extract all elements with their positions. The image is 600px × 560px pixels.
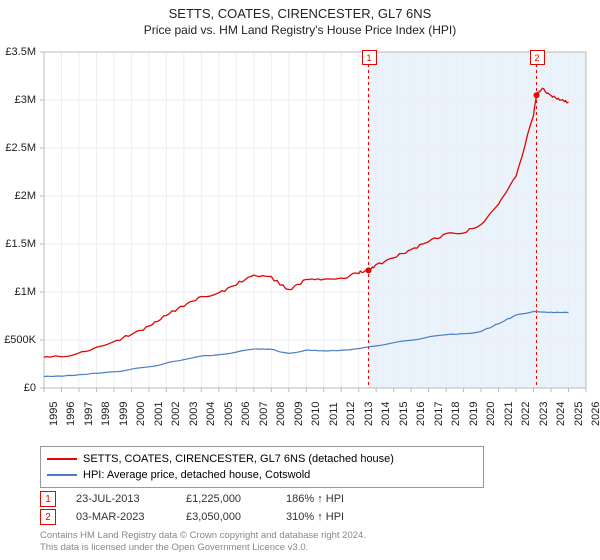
x-axis-label: 2004 (205, 402, 217, 426)
marker-pct: 310% ↑ HPI (286, 511, 406, 523)
marker-price: £1,225,000 (186, 493, 286, 505)
x-axis-label: 2008 (275, 402, 287, 426)
legend-item: HPI: Average price, detached house, Cots… (47, 467, 477, 483)
x-axis-label: 2007 (258, 402, 270, 426)
x-axis-label: 2013 (363, 402, 375, 426)
x-axis-label: 2010 (310, 402, 322, 426)
x-axis-label: 2023 (538, 402, 550, 426)
x-axis-label: 2022 (520, 402, 532, 426)
y-axis-label: £500K (0, 334, 36, 346)
x-axis-label: 2014 (380, 402, 392, 426)
x-axis-label: 1996 (65, 402, 77, 426)
x-axis-label: 2012 (345, 402, 357, 426)
marker-table-row: 1 23-JUL-2013 £1,225,000 186% ↑ HPI (40, 490, 406, 508)
x-axis-label: 1998 (100, 402, 112, 426)
x-axis-label: 2018 (450, 402, 462, 426)
footer-line-2: This data is licensed under the Open Gov… (40, 542, 308, 553)
legend-swatch (47, 458, 77, 460)
marker-badge: 2 (40, 509, 56, 525)
marker-pct: 186% ↑ HPI (286, 493, 406, 505)
x-axis-label: 2002 (170, 402, 182, 426)
chart-title: SETTS, COATES, CIRENCESTER, GL7 6NS (0, 0, 600, 21)
footer-line-1: Contains HM Land Registry data © Crown c… (40, 530, 366, 541)
y-axis-label: £1.5M (0, 238, 36, 250)
x-axis-label: 2019 (468, 402, 480, 426)
sale-badge: 1 (362, 50, 377, 65)
y-axis-label: £0 (0, 382, 36, 394)
shaded-forecast-region (369, 52, 586, 388)
legend-label: SETTS, COATES, CIRENCESTER, GL7 6NS (det… (83, 453, 394, 465)
x-axis-label: 2020 (485, 402, 497, 426)
legend-item: SETTS, COATES, CIRENCESTER, GL7 6NS (det… (47, 451, 477, 467)
x-axis-label: 2015 (398, 402, 410, 426)
y-axis-label: £2M (0, 190, 36, 202)
legend: SETTS, COATES, CIRENCESTER, GL7 6NS (det… (40, 446, 484, 488)
chart-area: £0£500K£1M£1.5M£2M£2.5M£3M£3.5M 19951996… (40, 48, 590, 418)
chart-svg (40, 48, 590, 418)
x-axis-label: 2021 (503, 402, 515, 426)
x-axis-label: 1999 (118, 402, 130, 426)
legend-swatch (47, 474, 77, 476)
x-axis-label: 2024 (555, 402, 567, 426)
x-axis-label: 2016 (415, 402, 427, 426)
chart-subtitle: Price paid vs. HM Land Registry's House … (0, 21, 600, 41)
marker-date: 03-MAR-2023 (76, 511, 186, 523)
sale-point-marker (366, 267, 372, 273)
x-axis-label: 1995 (48, 402, 60, 426)
y-axis-label: £1M (0, 286, 36, 298)
legend-label: HPI: Average price, detached house, Cots… (83, 469, 310, 481)
x-axis-label: 2000 (135, 402, 147, 426)
x-axis-label: 2001 (153, 402, 165, 426)
sale-badge: 2 (530, 50, 545, 65)
markers-table: 1 23-JUL-2013 £1,225,000 186% ↑ HPI 2 03… (40, 490, 406, 526)
marker-date: 23-JUL-2013 (76, 493, 186, 505)
sale-point-marker (534, 92, 540, 98)
marker-badge: 1 (40, 491, 56, 507)
x-axis-label: 2006 (240, 402, 252, 426)
x-axis-label: 2017 (433, 402, 445, 426)
y-axis-label: £3.5M (0, 46, 36, 58)
x-axis-label: 2025 (573, 402, 585, 426)
x-axis-label: 2003 (188, 402, 200, 426)
x-axis-label: 2026 (590, 402, 600, 426)
x-axis-label: 2005 (223, 402, 235, 426)
x-axis-label: 1997 (83, 402, 95, 426)
x-axis-label: 2009 (293, 402, 305, 426)
x-axis-label: 2011 (328, 402, 340, 426)
y-axis-label: £2.5M (0, 142, 36, 154)
y-axis-label: £3M (0, 94, 36, 106)
footer-attribution: Contains HM Land Registry data © Crown c… (40, 530, 366, 554)
marker-price: £3,050,000 (186, 511, 286, 523)
marker-table-row: 2 03-MAR-2023 £3,050,000 310% ↑ HPI (40, 508, 406, 526)
